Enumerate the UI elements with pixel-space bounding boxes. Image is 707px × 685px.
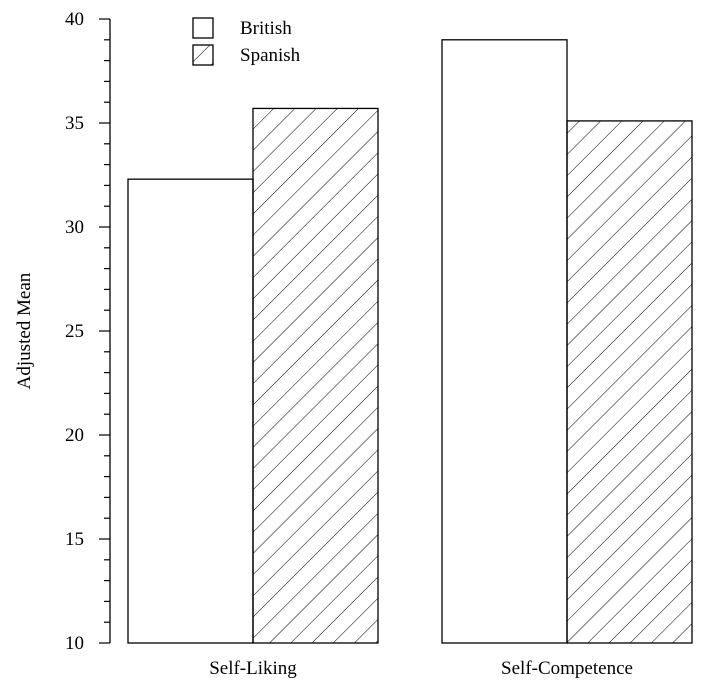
y-axis-title: Adjusted Mean bbox=[14, 272, 35, 389]
y-tick-label: 20 bbox=[65, 425, 84, 446]
y-tick-label: 30 bbox=[65, 217, 84, 238]
y-tick-label: 15 bbox=[65, 529, 84, 550]
legend-swatch-british bbox=[192, 17, 214, 39]
bar-spanish-self-liking bbox=[252, 107, 379, 644]
y-axis: 10 15 20 25 30 35 40 bbox=[65, 9, 111, 654]
y-tick-label: 25 bbox=[65, 321, 84, 342]
legend-swatch-spanish bbox=[192, 44, 214, 66]
x-category-label: Self-Liking bbox=[209, 658, 297, 679]
legend-label-spanish: Spanish bbox=[240, 45, 301, 66]
y-tick-label: 10 bbox=[65, 633, 84, 654]
y-tick-label: 35 bbox=[65, 113, 84, 134]
bar-british-self-competence bbox=[441, 39, 568, 644]
bars-layer bbox=[127, 39, 693, 644]
legend: British Spanish bbox=[192, 17, 301, 66]
bar-spanish-self-competence bbox=[566, 120, 693, 644]
x-category-label: Self-Competence bbox=[501, 658, 633, 679]
bar-british-self-liking bbox=[127, 178, 254, 644]
y-tick-label: 40 bbox=[65, 9, 84, 30]
legend-label-british: British bbox=[240, 18, 292, 39]
x-axis-labels: Self-Liking Self-Competence bbox=[209, 658, 633, 679]
